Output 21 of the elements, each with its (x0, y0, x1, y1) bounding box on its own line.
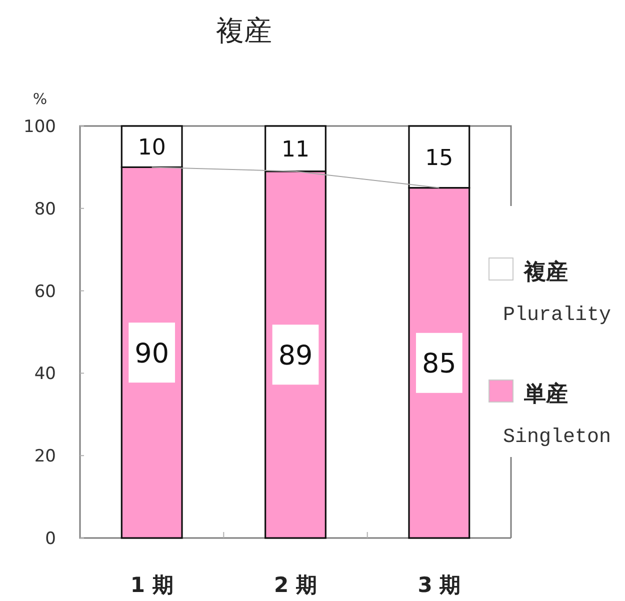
y-tick-label: 100 (24, 117, 56, 137)
legend-label: Plurality (502, 304, 612, 327)
x-tick-label: 3 期 (418, 573, 461, 597)
title: 複産 (216, 14, 272, 47)
y-tick-label: 80 (34, 199, 56, 220)
legend-label: 単産 (524, 382, 568, 407)
value-label: 89 (278, 340, 313, 372)
x-tick-label: 1 期 (130, 573, 174, 597)
value-label: 10 (138, 136, 166, 161)
x-tick-label: 2 期 (274, 573, 317, 597)
y-tick-label: 20 (34, 446, 56, 467)
y-tick-label: 0 (45, 529, 56, 549)
value-label: 85 (422, 348, 456, 380)
y-tick-label: 40 (34, 364, 56, 384)
legend-label: Singleton (502, 426, 612, 449)
y-tick-label: 60 (34, 282, 56, 302)
legend-label: 複産 (524, 260, 568, 285)
ylabel: % (32, 90, 48, 108)
value-label: 11 (282, 138, 310, 163)
value-label: 15 (425, 146, 454, 171)
value-label: 90 (134, 338, 170, 370)
